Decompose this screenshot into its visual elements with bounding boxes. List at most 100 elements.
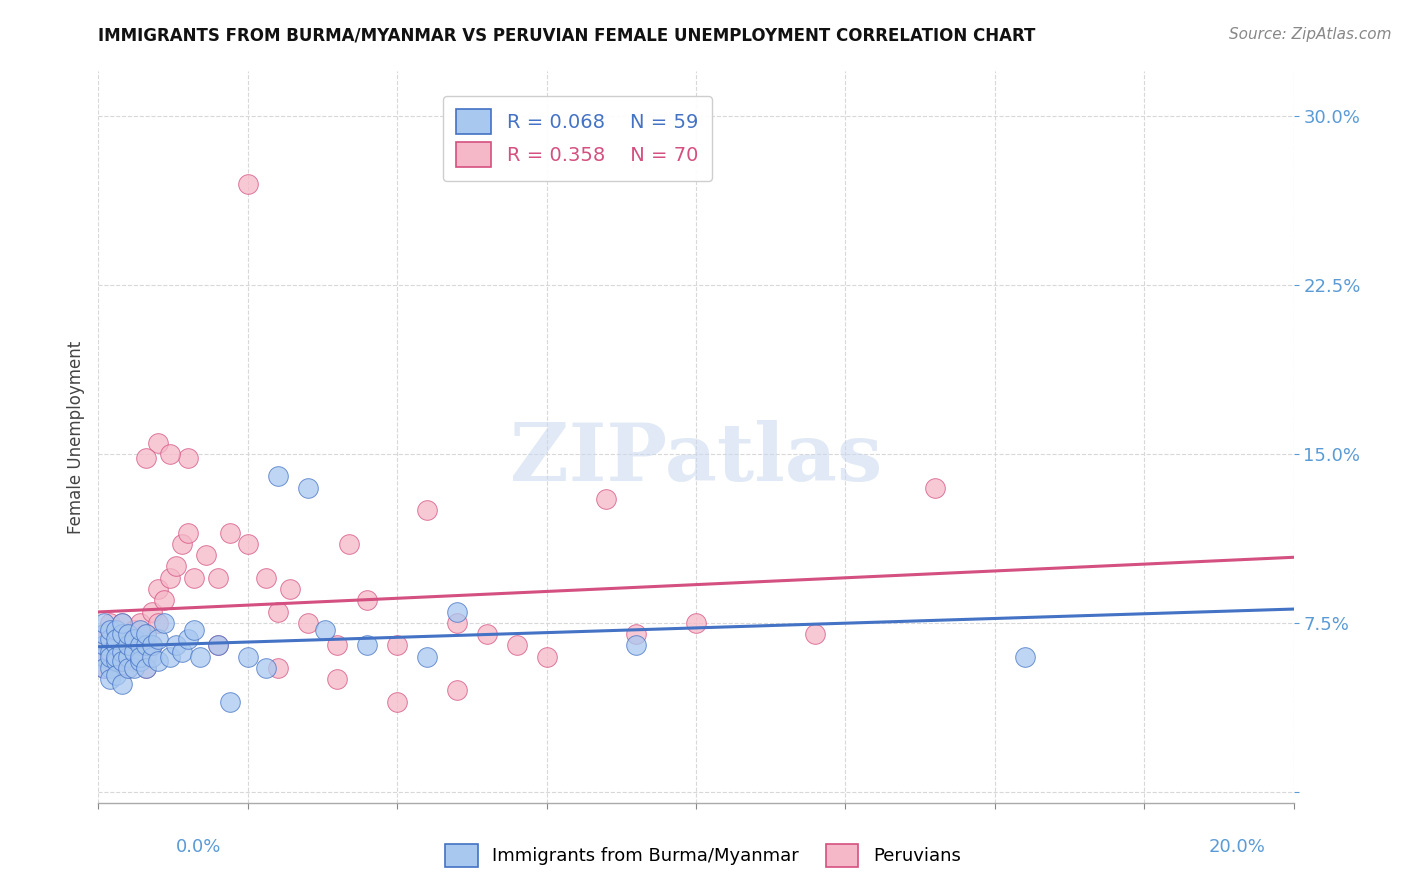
Point	[98, 645, 122, 659]
Point	[93, 649, 115, 664]
Point	[105, 654, 128, 668]
Point	[254, 571, 277, 585]
Point	[135, 451, 157, 466]
Point	[183, 571, 205, 585]
Point	[236, 177, 259, 191]
Point	[98, 672, 122, 686]
Point	[207, 638, 229, 652]
Point	[98, 632, 122, 646]
Point	[117, 632, 139, 646]
Point	[129, 623, 152, 637]
Point	[93, 661, 115, 675]
Point	[135, 661, 157, 675]
Point	[93, 615, 115, 630]
Point	[111, 654, 134, 668]
Point	[93, 661, 115, 675]
Point	[297, 481, 319, 495]
Point	[278, 582, 301, 596]
Point	[177, 525, 200, 540]
Point	[135, 627, 157, 641]
Point	[117, 627, 139, 641]
Point	[446, 615, 468, 630]
Point	[105, 623, 128, 637]
Point	[356, 638, 378, 652]
Point	[124, 645, 146, 659]
Point	[129, 654, 152, 668]
Point	[416, 503, 439, 517]
Point	[626, 627, 648, 641]
Point	[506, 638, 529, 652]
Point	[475, 627, 498, 641]
Point	[219, 525, 242, 540]
Point	[141, 605, 163, 619]
Point	[129, 638, 152, 652]
Point	[124, 654, 146, 668]
Point	[326, 672, 349, 686]
Point	[98, 661, 122, 675]
Point	[153, 615, 176, 630]
Point	[105, 649, 128, 664]
Point	[117, 661, 139, 675]
Point	[188, 649, 211, 664]
Point	[595, 491, 617, 506]
Point	[356, 593, 378, 607]
Point	[177, 451, 200, 466]
Point	[98, 649, 122, 664]
Legend: Immigrants from Burma/Myanmar, Peruvians: Immigrants from Burma/Myanmar, Peruvians	[439, 837, 967, 874]
Point	[129, 649, 152, 664]
Text: 20.0%: 20.0%	[1209, 838, 1265, 856]
Point	[159, 571, 181, 585]
Point	[111, 615, 134, 630]
Point	[135, 661, 157, 675]
Point	[207, 571, 229, 585]
Legend: R = 0.068    N = 59, R = 0.358    N = 70: R = 0.068 N = 59, R = 0.358 N = 70	[443, 95, 711, 181]
Point	[93, 649, 115, 664]
Point	[111, 654, 134, 668]
Point	[159, 447, 181, 461]
Point	[98, 632, 122, 646]
Point	[148, 435, 170, 450]
Point	[117, 645, 139, 659]
Point	[105, 623, 128, 637]
Point	[129, 632, 152, 646]
Point	[98, 645, 122, 659]
Point	[177, 632, 200, 646]
Point	[236, 649, 259, 664]
Point	[93, 627, 115, 641]
Point	[1014, 649, 1036, 664]
Point	[111, 649, 134, 664]
Point	[165, 559, 187, 574]
Point	[105, 638, 128, 652]
Point	[135, 638, 157, 652]
Point	[183, 623, 205, 637]
Point	[195, 548, 218, 562]
Point	[141, 638, 163, 652]
Point	[153, 593, 176, 607]
Point	[124, 623, 146, 637]
Point	[129, 645, 152, 659]
Point	[105, 632, 128, 646]
Point	[148, 632, 170, 646]
Text: ZIPatlas: ZIPatlas	[510, 420, 882, 498]
Point	[148, 582, 170, 596]
Point	[165, 638, 187, 652]
Point	[117, 638, 139, 652]
Point	[297, 615, 319, 630]
Point	[117, 649, 139, 664]
Point	[111, 645, 134, 659]
Point	[93, 638, 115, 652]
Point	[124, 638, 146, 652]
Point	[135, 627, 157, 641]
Point	[98, 615, 122, 630]
Point	[536, 649, 558, 664]
Point	[135, 649, 157, 664]
Point	[117, 661, 139, 675]
Point	[267, 469, 290, 483]
Point	[98, 654, 122, 668]
Point	[446, 683, 468, 698]
Point	[148, 615, 170, 630]
Point	[111, 615, 134, 630]
Point	[626, 638, 648, 652]
Point	[141, 638, 163, 652]
Point	[111, 627, 134, 641]
